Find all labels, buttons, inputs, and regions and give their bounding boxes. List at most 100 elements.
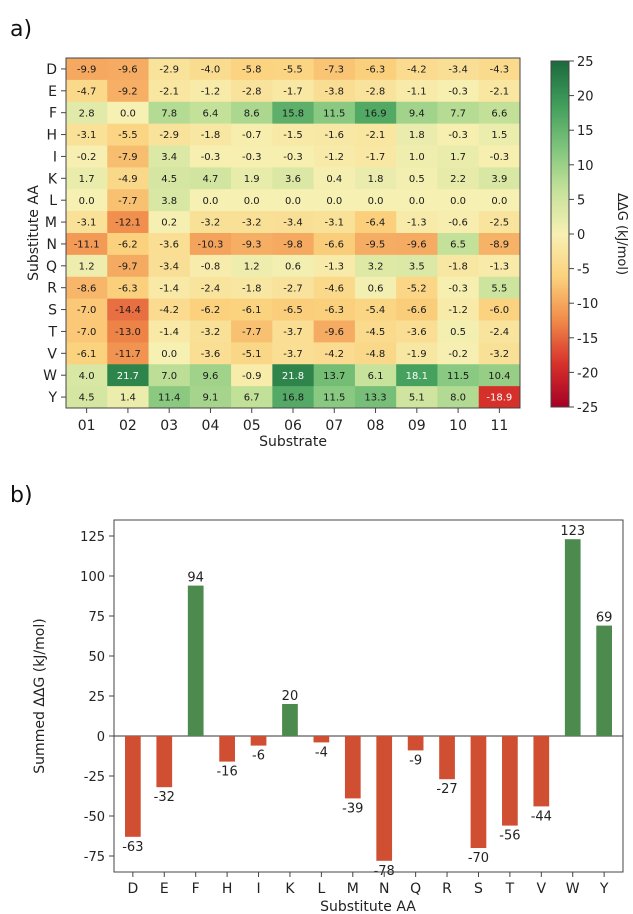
heatmap-cell-label: 0.0: [79, 196, 95, 207]
bar: [502, 736, 518, 826]
bar-x-tick-label: H: [222, 881, 233, 897]
heatmap-cell: [148, 79, 191, 103]
bar-value-label: -44: [531, 809, 552, 824]
heatmap-cell: [396, 101, 438, 125]
heatmap-cell-label: -1.3: [490, 261, 510, 272]
heatmap-cell: [66, 298, 108, 321]
heatmap-cell-label: 1.8: [409, 130, 425, 141]
heatmap-cell: [272, 101, 315, 125]
heatmap-cell-label: -2.4: [201, 283, 221, 294]
heatmap-cell-label: -1.5: [283, 130, 303, 141]
heatmap-cell: [396, 298, 438, 321]
heatmap-y-tick-label: M: [45, 215, 57, 231]
heatmap-cell-label: -4.2: [325, 349, 345, 360]
heatmap-cell-label: 21.7: [117, 371, 139, 382]
heatmap-cell: [231, 364, 273, 387]
colorbar-label: ΔΔG (kJ/mol): [614, 193, 629, 275]
heatmap-cell: [148, 364, 191, 387]
heatmap-cell: [189, 254, 232, 278]
heatmap-cell-label: -3.6: [201, 349, 221, 360]
heatmap-cell-label: 6.5: [450, 240, 466, 251]
heatmap-cells: [66, 58, 521, 409]
heatmap-cell-label: 9.4: [409, 108, 425, 119]
heatmap-x-axis-label: Substrate: [259, 434, 327, 450]
heatmap-cell-label: -3.1: [77, 218, 97, 229]
bar-x-tick-label: R: [442, 881, 452, 897]
heatmap-y-tick-label: H: [46, 128, 57, 144]
heatmap-cell: [478, 211, 521, 234]
heatmap-cell-label: -3.2: [201, 218, 221, 229]
heatmap-y-tick-label: N: [47, 237, 57, 253]
heatmap-cell: [231, 386, 273, 409]
heatmap-cell: [396, 58, 438, 81]
bar-value-label: -16: [216, 765, 237, 780]
heatmap-cell-label: 8.6: [244, 108, 260, 119]
heatmap-cell-label: -7.7: [242, 327, 262, 338]
heatmap-cell-label: 9.6: [202, 371, 218, 382]
heatmap-cell-label: 1.7: [450, 152, 466, 163]
bar-value-label: -39: [342, 801, 363, 816]
heatmap-cell: [437, 123, 480, 146]
heatmap-y-tick-label: T: [47, 324, 57, 340]
heatmap-cell-label: -0.3: [490, 152, 510, 163]
heatmap-cell: [313, 298, 356, 321]
heatmap-cell: [478, 364, 521, 387]
heatmap-cell-label: -1.4: [159, 327, 179, 338]
heatmap-cell-label: -3.7: [283, 349, 303, 360]
heatmap-y-tick-label: K: [48, 171, 58, 187]
bar-value-label: -4: [315, 745, 328, 760]
bar-y-tick-label: 75: [88, 610, 105, 625]
heatmap-cell-label: -3.8: [325, 86, 345, 97]
heatmap-cell: [272, 254, 315, 278]
heatmap-x-tick-label: 04: [202, 418, 220, 434]
heatmap-cell-label: -4.8: [366, 349, 386, 360]
bar: [376, 736, 393, 861]
heatmap-cell: [354, 254, 397, 278]
heatmap-cell: [354, 364, 397, 387]
bar: [533, 736, 550, 807]
heatmap-cell-label: 4.5: [79, 393, 95, 404]
bar-value-label: -70: [468, 851, 489, 866]
heatmap-cell: [231, 167, 273, 190]
bar-value-label: -56: [499, 829, 520, 844]
heatmap-cell-label: -7.9: [118, 152, 138, 163]
heatmap-cell: [66, 320, 108, 343]
heatmap-cell: [313, 145, 356, 168]
bar: [564, 539, 581, 736]
heatmap-cell: [66, 386, 108, 409]
heatmap-cell-label: -9.5: [366, 240, 386, 251]
heatmap-cell: [231, 189, 273, 212]
heatmap-cell: [148, 167, 191, 190]
heatmap-cell: [148, 189, 191, 212]
heatmap-cell: [272, 58, 315, 81]
heatmap-cell: [189, 364, 232, 387]
bar-y-tick-label: 0: [97, 730, 105, 745]
heatmap-cell: [354, 189, 397, 212]
heatmap-cell: [354, 58, 397, 81]
heatmap-cell: [107, 123, 149, 146]
bar-x-tick-label: S: [474, 881, 483, 897]
heatmap-cell-label: -1.2: [325, 152, 345, 163]
heatmap-cell-label: 1.9: [244, 174, 260, 185]
heatmap-cell: [313, 167, 356, 190]
heatmap-x-tick-label: 08: [367, 418, 385, 434]
heatmap-cell-label: 11.5: [323, 108, 345, 119]
heatmap-cell: [107, 364, 149, 387]
heatmap-cell: [66, 233, 108, 256]
heatmap-cell-label: -1.8: [242, 283, 262, 294]
heatmap-cell-label: -1.7: [366, 152, 386, 163]
heatmap-cell: [354, 211, 397, 234]
heatmap-cell-label: 0.6: [368, 283, 384, 294]
heatmap-cell: [272, 342, 315, 365]
heatmap-cell: [148, 276, 191, 300]
heatmap-y-tick-label: R: [47, 281, 57, 297]
colorbar-tick-label: 25: [577, 55, 594, 70]
heatmap-cell-label: -0.3: [448, 86, 468, 97]
bar-value-label: -6: [252, 749, 265, 764]
heatmap-cell-label: -6.2: [118, 240, 138, 251]
heatmap-y-axis-label: Substitute AA: [26, 185, 42, 281]
heatmap-cell-label: -2.5: [490, 218, 510, 229]
heatmap-cell-label: -0.3: [201, 152, 221, 163]
bar-x-tick-label: K: [285, 881, 295, 897]
